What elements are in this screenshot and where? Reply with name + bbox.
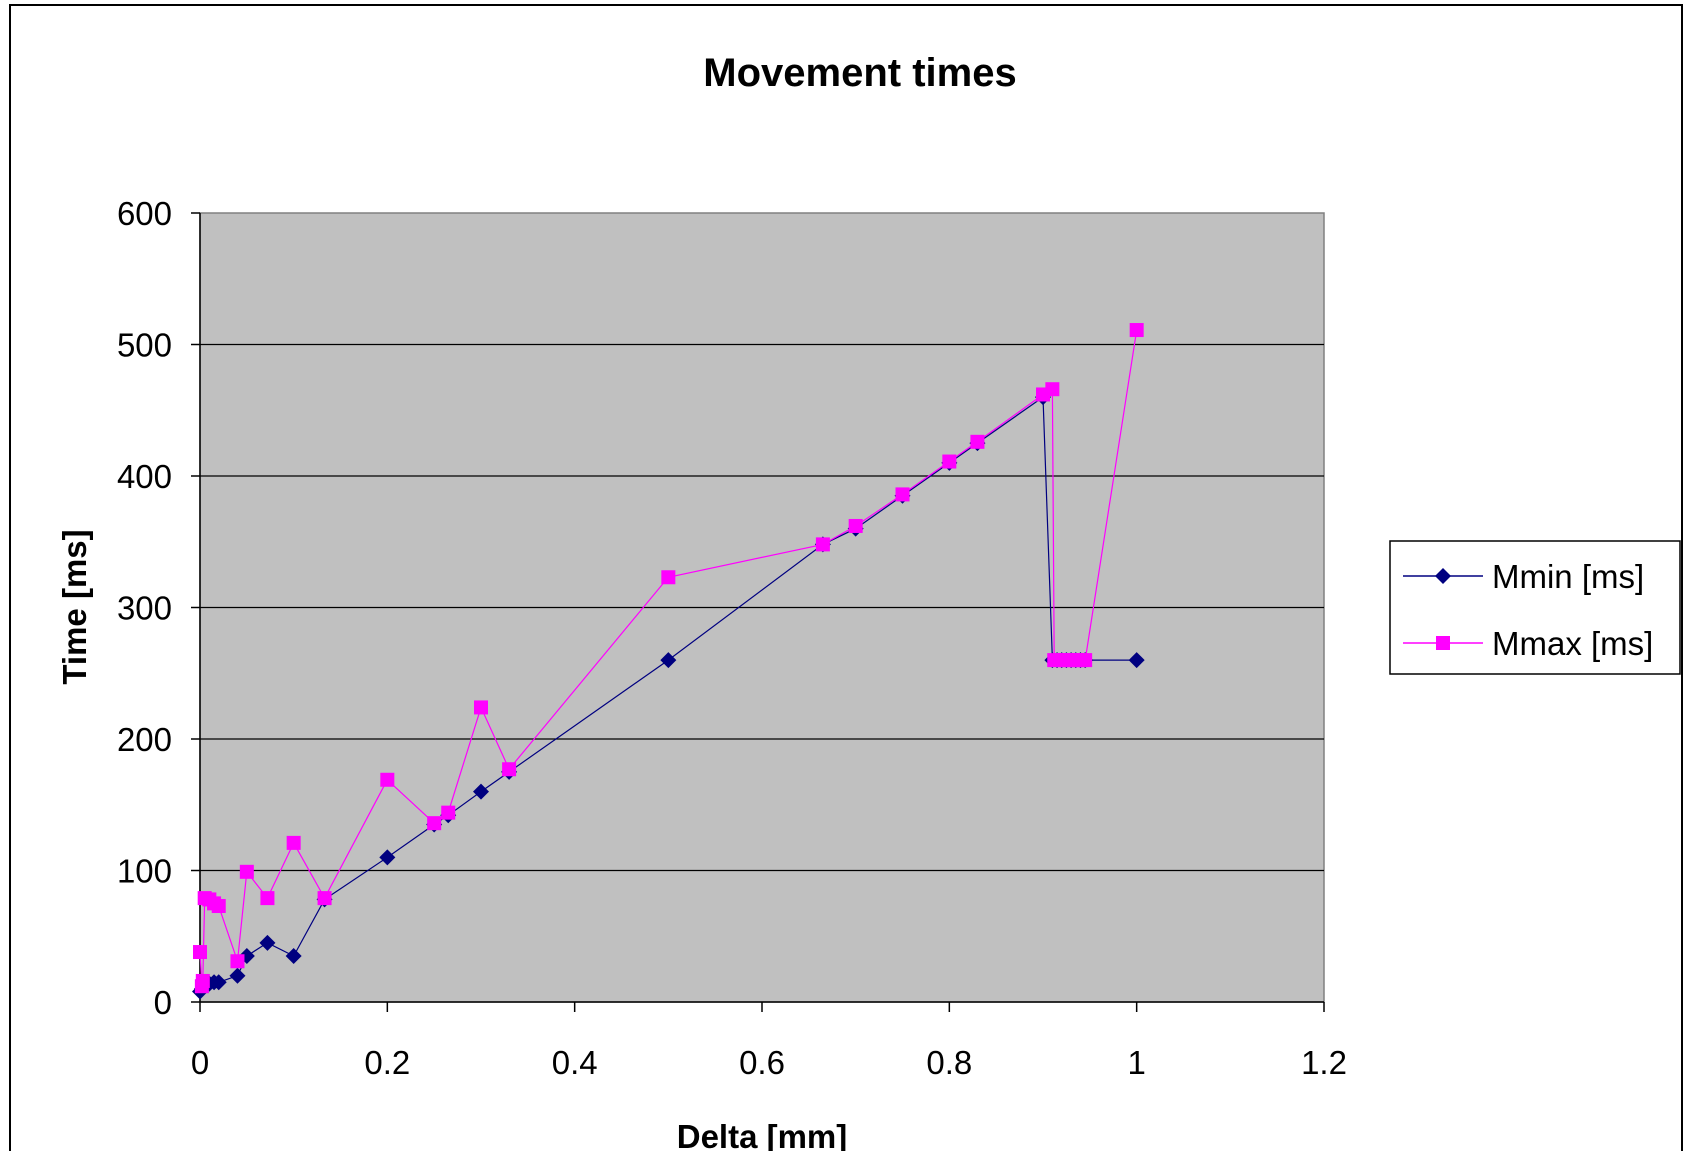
data-point [815,537,830,552]
chart-title: Movement times [703,51,1016,95]
data-point [661,570,676,585]
y-tick-label: 500 [117,327,172,364]
data-point [379,849,396,866]
y-tick-labels: 0 100 200 300 400 500 600 [117,195,172,1021]
data-point [317,891,332,906]
legend-label: Mmin [ms] [1492,558,1644,595]
data-point [380,772,395,787]
legend-marker [1436,636,1450,650]
legend-marker [1435,568,1451,584]
data-point [1128,652,1145,669]
y-tick-label: 0 [154,984,172,1021]
data-point [441,805,456,820]
y-tick-label: 400 [117,458,172,495]
data-point [260,891,275,906]
data-point [427,816,442,831]
data-point [259,934,276,951]
data-point [239,864,254,879]
x-tick-label: 0.2 [364,1044,410,1081]
x-tick-label: 0.6 [739,1044,785,1081]
x-tick-label: 0.4 [552,1044,598,1081]
data-point [502,762,517,777]
data-point [229,967,246,984]
data-point [193,945,207,960]
series-mmax [193,323,1144,994]
x-tick-label: 1.2 [1301,1044,1347,1081]
y-tick-label: 200 [117,721,172,758]
axes [191,212,1325,1012]
data-point [970,434,985,449]
x-axis-title: Delta [mm] [677,1118,848,1151]
x-tick-label: 0.8 [926,1044,972,1081]
data-point [942,454,957,469]
data-point [895,487,910,502]
data-point [473,783,489,800]
data-point [1078,653,1093,668]
data-point [210,974,227,991]
legend: Mmin [ms] Mmax [ms] [1389,540,1681,675]
data-point [1045,382,1060,397]
data-point [286,835,301,850]
data-point [285,947,302,964]
data-point [211,899,226,914]
y-tick-label: 100 [117,853,172,890]
data-point [195,973,210,988]
data-point [1129,323,1144,338]
y-tick-label: 300 [117,590,172,627]
series [192,323,1145,1000]
y-axis-title: Time [ms] [56,529,93,684]
data-point [230,954,245,969]
data-point [848,518,863,533]
x-tick-label: 0 [191,1044,209,1081]
legend-label: Mmax [ms] [1492,625,1653,662]
x-tick-label: 1 [1127,1044,1145,1081]
gridlines [200,343,1324,872]
data-point [660,652,677,669]
y-tick-label: 600 [117,195,172,232]
x-tick-labels: 0 0.2 0.4 0.6 0.8 1 1.2 [191,1044,1347,1081]
legend-box [1389,540,1681,675]
data-point [474,700,488,715]
